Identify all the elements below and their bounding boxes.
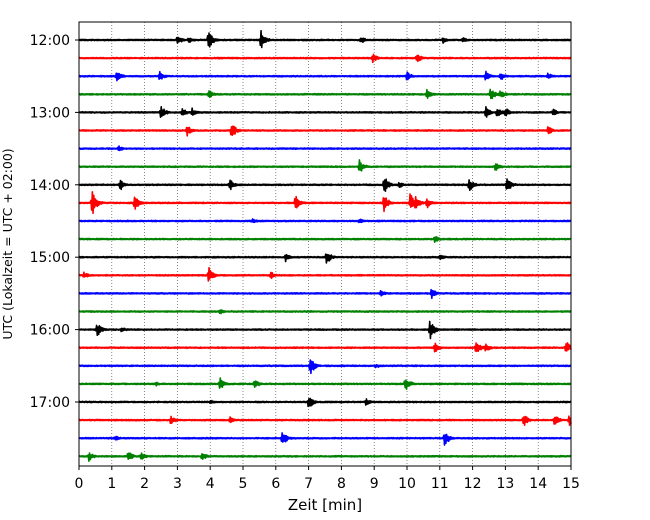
x-tick-label: 5: [239, 476, 248, 492]
seismic-trace: [78, 320, 572, 340]
x-tick-label: 15: [562, 476, 580, 492]
x-tick-label: 3: [173, 476, 182, 492]
seismic-trace: [78, 70, 572, 82]
y-tick-label: 17:00: [30, 395, 70, 411]
seismic-trace: [78, 178, 572, 192]
seismic-trace: [78, 359, 572, 375]
y-tick-label: 13:00: [30, 105, 70, 121]
seismic-trace: [78, 88, 572, 100]
x-gridlines: [111, 22, 539, 466]
x-tick-label: 13: [496, 476, 514, 492]
plot-frame: [78, 21, 572, 467]
x-tick-label: 2: [140, 476, 149, 492]
x-tick-label: 9: [370, 476, 379, 492]
seismic-trace: [78, 377, 572, 390]
seismic-trace: [78, 29, 572, 49]
seismic-traces: [78, 29, 572, 462]
seismic-trace: [78, 266, 572, 282]
seismic-trace: [78, 397, 572, 408]
seismic-trace: [78, 145, 572, 152]
x-tick-label: 1: [107, 476, 116, 492]
seismic-trace: [78, 415, 572, 426]
x-tick-label: 11: [431, 476, 449, 492]
x-tick-label: 12: [464, 476, 482, 492]
seismic-trace: [78, 452, 572, 462]
y-tick-label: 15:00: [30, 250, 70, 266]
seismic-trace: [78, 218, 572, 224]
y-axis-ticks: 12:00 13:00 14:00 15:00 16:00 17:00: [30, 33, 79, 411]
seismic-trace: [78, 342, 572, 353]
seismic-trace: [78, 159, 572, 172]
x-tick-label: 8: [337, 476, 346, 492]
x-tick-label: 10: [398, 476, 416, 492]
seismic-trace: [78, 236, 572, 243]
x-tick-label: 7: [304, 476, 313, 492]
x-tick-label: 4: [206, 476, 215, 492]
seismic-trace: [78, 106, 572, 118]
x-axis-label: Zeit [min]: [288, 496, 362, 514]
seismic-trace: [78, 190, 572, 215]
seismic-trace: [78, 432, 572, 446]
seismic-trace: [78, 309, 572, 315]
seismic-trace: [78, 253, 572, 264]
x-tick-label: 14: [529, 476, 547, 492]
y-tick-label: 14:00: [30, 178, 70, 194]
x-tick-label: 6: [271, 476, 280, 492]
y-axis-label: UTC (Lokalzeit = UTC + 02:00): [0, 148, 15, 339]
y-tick-label: 12:00: [30, 33, 70, 49]
y-tick-label: 16:00: [30, 323, 70, 339]
x-axis-ticks: 0 1 2 3 4 5 6 7 8 9 10 11 12 13 14 15: [75, 466, 580, 492]
x-tick-label: 0: [75, 476, 84, 492]
seismic-trace: [78, 53, 572, 64]
seismic-trace: [78, 125, 572, 137]
seismic-trace: [78, 288, 572, 300]
